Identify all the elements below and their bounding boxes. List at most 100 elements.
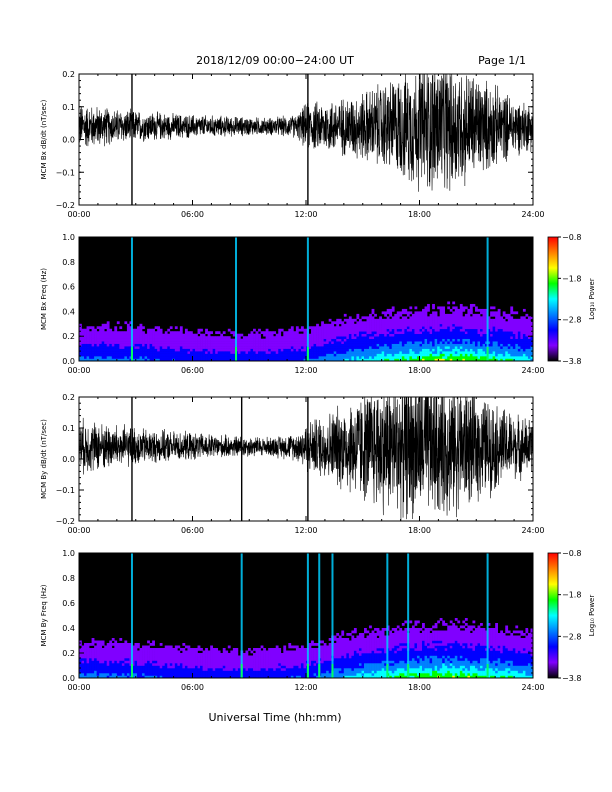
spectrogram-cell xyxy=(114,655,118,659)
spectrogram-cell xyxy=(255,356,259,359)
spectrogram-cell xyxy=(401,653,405,656)
spectrogram-cell xyxy=(480,311,483,315)
spectrogram-cell xyxy=(474,348,478,352)
spectrogram-cell xyxy=(81,348,85,352)
spectrogram-cell xyxy=(116,643,120,646)
spectrogram-cell xyxy=(288,328,292,332)
spectrogram-cell xyxy=(316,655,319,659)
spectrogram-cell xyxy=(300,348,304,352)
spectrogram-cell xyxy=(263,343,266,347)
spectrogram-cell xyxy=(396,343,400,347)
spectrogram-cell xyxy=(210,655,213,659)
spectrogram-cell xyxy=(202,665,206,669)
spectrogram-cell xyxy=(500,328,504,332)
spectrogram-cell xyxy=(263,341,266,344)
spectrogram-cell xyxy=(527,326,531,330)
spectrogram-cell xyxy=(207,673,211,676)
spectrogram-cell xyxy=(348,653,352,656)
spectrogram-cell xyxy=(137,356,140,359)
spectrogram-cell xyxy=(232,650,236,654)
spectrogram-cell xyxy=(217,658,221,661)
spectrogram-cell xyxy=(290,668,294,671)
spectrogram-cell xyxy=(225,346,229,349)
spectrogram-cell xyxy=(152,665,155,669)
spectrogram-cell xyxy=(142,668,145,671)
spectrogram-cell xyxy=(101,323,105,327)
spectrogram-cell xyxy=(174,341,178,344)
spectrogram-cell xyxy=(157,665,161,669)
spectrogram-cell xyxy=(348,321,352,325)
spectrogram-cell xyxy=(295,333,299,337)
spectrogram-cell xyxy=(505,341,509,344)
spectrogram-cell xyxy=(205,338,208,342)
spectrogram-cell xyxy=(91,648,95,651)
spectrogram-cell xyxy=(477,316,481,320)
spectrogram-cell xyxy=(336,333,340,337)
y-tick-label: 0.0 xyxy=(62,136,75,145)
spectrogram-cell xyxy=(356,323,360,327)
spectrogram-cell xyxy=(366,318,370,322)
spectrogram-cell xyxy=(169,653,173,656)
spectrogram-cell xyxy=(391,326,395,330)
spectrogram-cell xyxy=(409,311,413,315)
spectrogram-cell xyxy=(104,648,108,651)
spectrogram-cell xyxy=(174,655,178,659)
spectrogram-cell xyxy=(295,650,299,654)
spectrogram-cell xyxy=(283,653,287,656)
spectrogram-cell xyxy=(265,353,269,357)
spectrogram-cell xyxy=(391,341,395,344)
spectrogram-cell xyxy=(361,643,365,646)
spectrogram-cell xyxy=(89,660,92,664)
spectrogram-cell xyxy=(195,673,198,676)
spectrogram-cell xyxy=(341,353,345,357)
spectrogram-cell xyxy=(298,670,302,674)
spectrogram-cell xyxy=(210,346,213,349)
spectrogram-cell xyxy=(242,665,246,669)
spectrogram-cell xyxy=(391,353,395,357)
spectrogram-cell xyxy=(308,338,312,342)
spectrogram-cell xyxy=(278,338,282,342)
spectrogram-cell xyxy=(179,351,183,354)
spectrogram-cell xyxy=(517,358,521,362)
spectrogram-cell xyxy=(406,321,410,325)
spectrogram-cell xyxy=(134,650,138,654)
spectrogram-cell xyxy=(341,346,345,349)
spectrogram-cell xyxy=(406,338,410,342)
spectrogram-cell xyxy=(300,655,304,659)
spectrogram-cell xyxy=(376,341,380,344)
spectrogram-cell xyxy=(467,343,471,347)
spectrogram-cell xyxy=(109,668,113,671)
spectrogram-cell xyxy=(361,338,365,342)
spectrogram-cell xyxy=(404,341,408,344)
spectrogram-cell xyxy=(401,358,405,362)
spectrogram-cell xyxy=(288,346,292,349)
spectrogram-cell xyxy=(79,663,82,666)
spectrogram-cell xyxy=(86,655,90,659)
spectrogram-cell xyxy=(376,638,380,641)
spectrogram-cell xyxy=(336,351,340,354)
spectrogram-cell xyxy=(91,326,95,330)
spectrogram-cell xyxy=(527,328,531,332)
spectrogram-cell xyxy=(212,675,216,679)
spectrogram-cell xyxy=(147,670,150,674)
spectrogram-cell xyxy=(121,341,125,344)
spectrogram-cell xyxy=(200,346,203,349)
spectrogram-cell xyxy=(174,331,178,335)
spectrogram-cell xyxy=(520,358,524,362)
spectrogram-cell xyxy=(255,653,259,656)
spectrogram-cell xyxy=(490,341,493,344)
spectrogram-cell xyxy=(376,331,380,335)
spectrogram-cell xyxy=(162,660,166,664)
spectrogram-cell xyxy=(129,670,133,674)
spectrogram-cell xyxy=(414,326,418,330)
spectrogram-cell xyxy=(311,348,314,352)
spectrogram-cell xyxy=(457,341,461,344)
spectrogram-cell xyxy=(379,326,382,330)
spectrogram-cell xyxy=(149,655,153,659)
spectrogram-cell xyxy=(101,670,105,674)
spectrogram-cell xyxy=(220,673,224,676)
spectrogram-cell xyxy=(480,336,483,339)
spectrogram-cell xyxy=(114,358,118,362)
spectrogram-cell xyxy=(280,668,284,671)
spectrogram-cell xyxy=(230,353,234,357)
